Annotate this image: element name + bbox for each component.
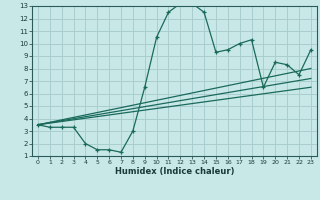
- X-axis label: Humidex (Indice chaleur): Humidex (Indice chaleur): [115, 167, 234, 176]
